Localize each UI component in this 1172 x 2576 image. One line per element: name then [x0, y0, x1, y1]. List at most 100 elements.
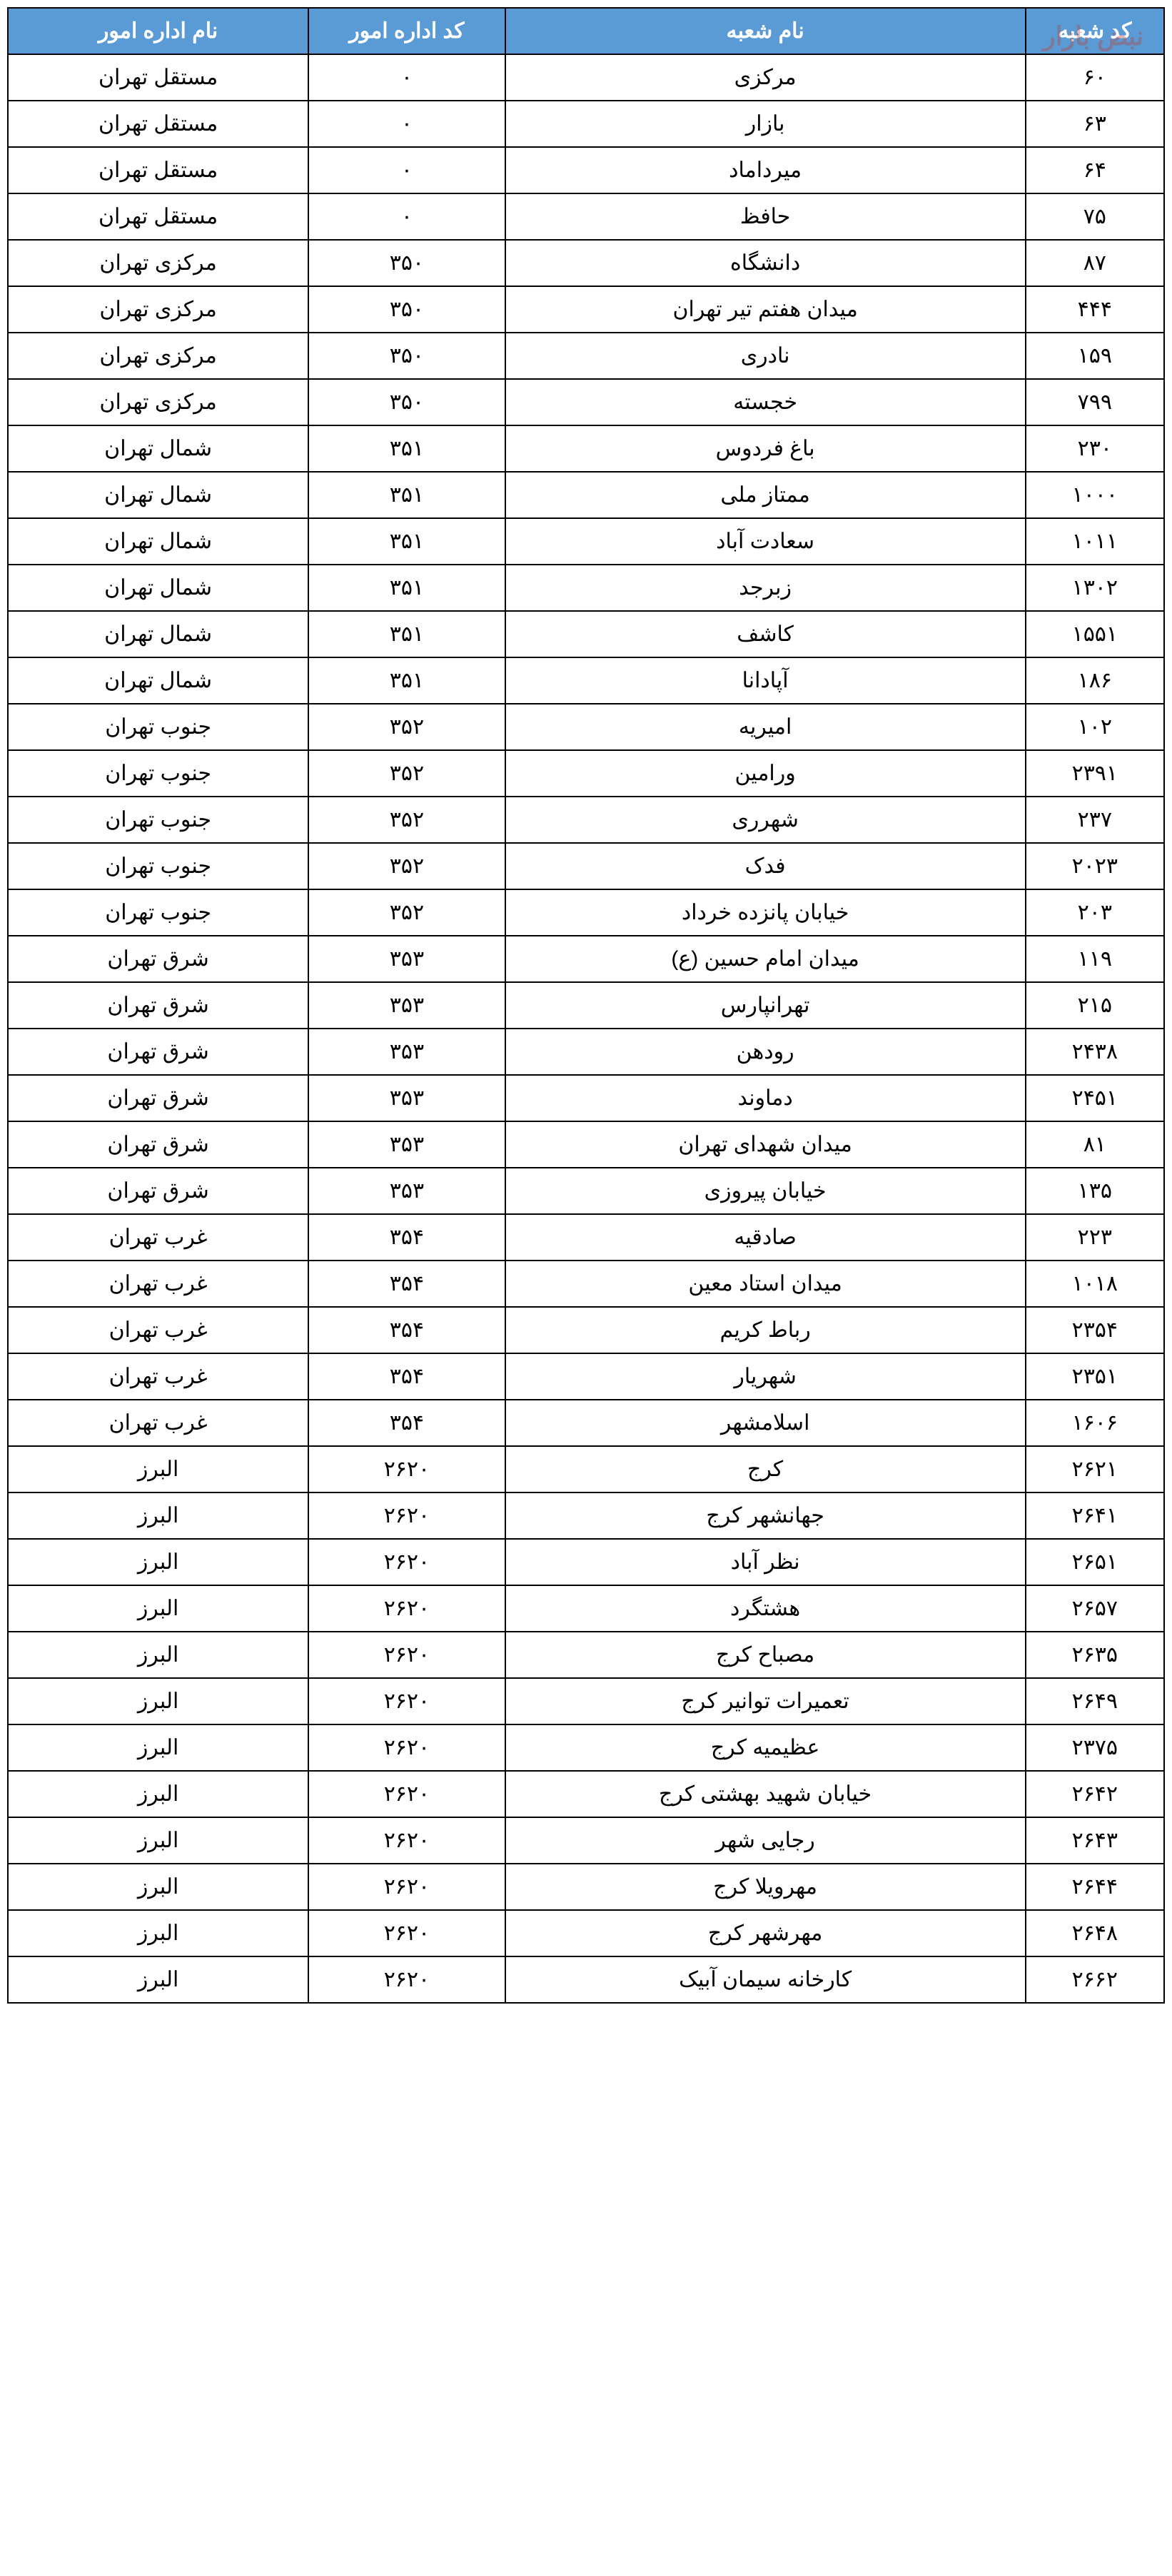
table-row: ۲۶۲۱کرج۲۶۲۰البرز — [8, 1446, 1164, 1492]
table-row: ۲۰۲۳فدک۳۵۲جنوب تهران — [8, 843, 1164, 889]
cell-branch-name: شهریار — [505, 1353, 1026, 1400]
cell-branch-code: ۱۰۲ — [1026, 704, 1164, 750]
cell-branch-name: میدان شهدای تهران — [505, 1121, 1026, 1168]
cell-branch-code: ۲۶۶۲ — [1026, 1956, 1164, 2003]
cell-dept-code: ۳۵۴ — [308, 1400, 505, 1446]
table-row: ۱۵۹نادری۳۵۰مرکزی تهران — [8, 333, 1164, 379]
cell-branch-name: رباط کریم — [505, 1307, 1026, 1353]
header-dept-name: نام اداره امور — [8, 8, 308, 54]
table-header-row: کد شعبه نام شعبه کد اداره امور نام اداره… — [8, 8, 1164, 54]
cell-branch-name: مهرشهر کرج — [505, 1910, 1026, 1956]
table-row: ۱۰۱۸میدان استاد معین۳۵۴غرب تهران — [8, 1261, 1164, 1307]
cell-dept-code: ۲۶۲۰ — [308, 1771, 505, 1817]
table-row: ۲۶۶۲کارخانه سیمان آبیک۲۶۲۰البرز — [8, 1956, 1164, 2003]
cell-branch-code: ۲۳۷۵ — [1026, 1724, 1164, 1771]
cell-branch-name: تعمیرات توانیر کرج — [505, 1678, 1026, 1724]
cell-branch-code: ۲۴۳۸ — [1026, 1029, 1164, 1075]
cell-dept-code: ۰ — [308, 193, 505, 240]
cell-dept-name: شمال تهران — [8, 611, 308, 657]
cell-branch-name: نظر آباد — [505, 1539, 1026, 1585]
cell-dept-code: ۲۶۲۰ — [308, 1910, 505, 1956]
table-row: ۱۰۰۰ممتاز ملی۳۵۱شمال تهران — [8, 472, 1164, 518]
cell-dept-code: ۳۵۴ — [308, 1353, 505, 1400]
cell-branch-name: خجسته — [505, 379, 1026, 425]
cell-branch-code: ۲۶۴۸ — [1026, 1910, 1164, 1956]
cell-dept-name: البرز — [8, 1910, 308, 1956]
cell-branch-code: ۲۰۲۳ — [1026, 843, 1164, 889]
cell-dept-code: ۳۵۱ — [308, 611, 505, 657]
cell-dept-name: جنوب تهران — [8, 750, 308, 797]
cell-branch-name: رودهن — [505, 1029, 1026, 1075]
cell-branch-name: ورامین — [505, 750, 1026, 797]
cell-dept-name: غرب تهران — [8, 1353, 308, 1400]
cell-dept-code: ۲۶۲۰ — [308, 1539, 505, 1585]
cell-branch-code: ۲۶۳۵ — [1026, 1632, 1164, 1678]
cell-dept-name: شمال تهران — [8, 565, 308, 611]
cell-branch-code: ۲۶۲۱ — [1026, 1446, 1164, 1492]
cell-branch-name: میدان امام حسین (ع) — [505, 936, 1026, 982]
cell-branch-code: ۲۳۵۱ — [1026, 1353, 1164, 1400]
cell-branch-code: ۱۵۹ — [1026, 333, 1164, 379]
cell-dept-name: شمال تهران — [8, 518, 308, 565]
cell-branch-code: ۲۶۴۱ — [1026, 1492, 1164, 1539]
cell-branch-code: ۶۳ — [1026, 101, 1164, 147]
table-row: ۲۳۵۴رباط کریم۳۵۴غرب تهران — [8, 1307, 1164, 1353]
cell-branch-name: کرج — [505, 1446, 1026, 1492]
table-row: ۲۲۳صادقیه۳۵۴غرب تهران — [8, 1214, 1164, 1261]
cell-dept-code: ۳۵۴ — [308, 1307, 505, 1353]
cell-branch-code: ۲۱۵ — [1026, 982, 1164, 1029]
table-row: ۱۳۵خیابان پیروزی۳۵۳شرق تهران — [8, 1168, 1164, 1214]
table-row: ۱۸۶آپادانا۳۵۱شمال تهران — [8, 657, 1164, 704]
cell-dept-name: شمال تهران — [8, 657, 308, 704]
cell-dept-name: مرکزی تهران — [8, 240, 308, 286]
cell-branch-code: ۱۰۱۱ — [1026, 518, 1164, 565]
cell-branch-code: ۱۰۱۸ — [1026, 1261, 1164, 1307]
table-row: ۲۶۵۷هشتگرد۲۶۲۰البرز — [8, 1585, 1164, 1632]
cell-dept-name: جنوب تهران — [8, 843, 308, 889]
cell-branch-code: ۲۶۵۱ — [1026, 1539, 1164, 1585]
cell-dept-code: ۳۵۱ — [308, 472, 505, 518]
cell-branch-code: ۱۱۹ — [1026, 936, 1164, 982]
table-row: ۲۴۵۱دماوند۳۵۳شرق تهران — [8, 1075, 1164, 1121]
cell-dept-name: البرز — [8, 1446, 308, 1492]
table-row: ۱۶۰۶اسلامشهر۳۵۴غرب تهران — [8, 1400, 1164, 1446]
header-dept-code: کد اداره امور — [308, 8, 505, 54]
cell-branch-code: ۲۶۵۷ — [1026, 1585, 1164, 1632]
cell-dept-code: ۳۵۱ — [308, 425, 505, 472]
cell-branch-name: شهرری — [505, 797, 1026, 843]
cell-branch-name: میدان هفتم تیر تهران — [505, 286, 1026, 333]
cell-dept-name: شمال تهران — [8, 425, 308, 472]
cell-dept-code: ۳۵۲ — [308, 889, 505, 936]
cell-dept-name: غرب تهران — [8, 1307, 308, 1353]
cell-dept-code: ۲۶۲۰ — [308, 1724, 505, 1771]
cell-branch-code: ۲۳۷ — [1026, 797, 1164, 843]
cell-branch-name: نادری — [505, 333, 1026, 379]
cell-branch-code: ۲۳۹۱ — [1026, 750, 1164, 797]
cell-branch-code: ۱۵۵۱ — [1026, 611, 1164, 657]
cell-branch-name: مصباح کرج — [505, 1632, 1026, 1678]
cell-branch-name: خیابان پانزده خرداد — [505, 889, 1026, 936]
cell-branch-code: ۱۰۰۰ — [1026, 472, 1164, 518]
table-row: ۲۶۴۹تعمیرات توانیر کرج۲۶۲۰البرز — [8, 1678, 1164, 1724]
table-row: ۸۱میدان شهدای تهران۳۵۳شرق تهران — [8, 1121, 1164, 1168]
cell-dept-name: شرق تهران — [8, 1168, 308, 1214]
cell-dept-code: ۳۵۰ — [308, 379, 505, 425]
cell-dept-code: ۰ — [308, 101, 505, 147]
cell-branch-name: عظیمیه کرج — [505, 1724, 1026, 1771]
table-row: ۲۳۵۱شهریار۳۵۴غرب تهران — [8, 1353, 1164, 1400]
cell-dept-code: ۳۵۳ — [308, 982, 505, 1029]
cell-dept-code: ۳۵۳ — [308, 1029, 505, 1075]
table-row: ۲۴۳۸رودهن۳۵۳شرق تهران — [8, 1029, 1164, 1075]
cell-branch-name: کاشف — [505, 611, 1026, 657]
cell-branch-name: ممتاز ملی — [505, 472, 1026, 518]
cell-dept-code: ۲۶۲۰ — [308, 1632, 505, 1678]
cell-branch-name: میرداماد — [505, 147, 1026, 193]
cell-dept-name: غرب تهران — [8, 1214, 308, 1261]
cell-dept-code: ۰ — [308, 147, 505, 193]
cell-branch-code: ۲۳۵۴ — [1026, 1307, 1164, 1353]
table-row: ۲۶۳۵مصباح کرج۲۶۲۰البرز — [8, 1632, 1164, 1678]
cell-dept-code: ۰ — [308, 54, 505, 101]
cell-dept-code: ۳۵۳ — [308, 1121, 505, 1168]
cell-dept-name: مرکزی تهران — [8, 379, 308, 425]
cell-branch-code: ۱۳۵ — [1026, 1168, 1164, 1214]
